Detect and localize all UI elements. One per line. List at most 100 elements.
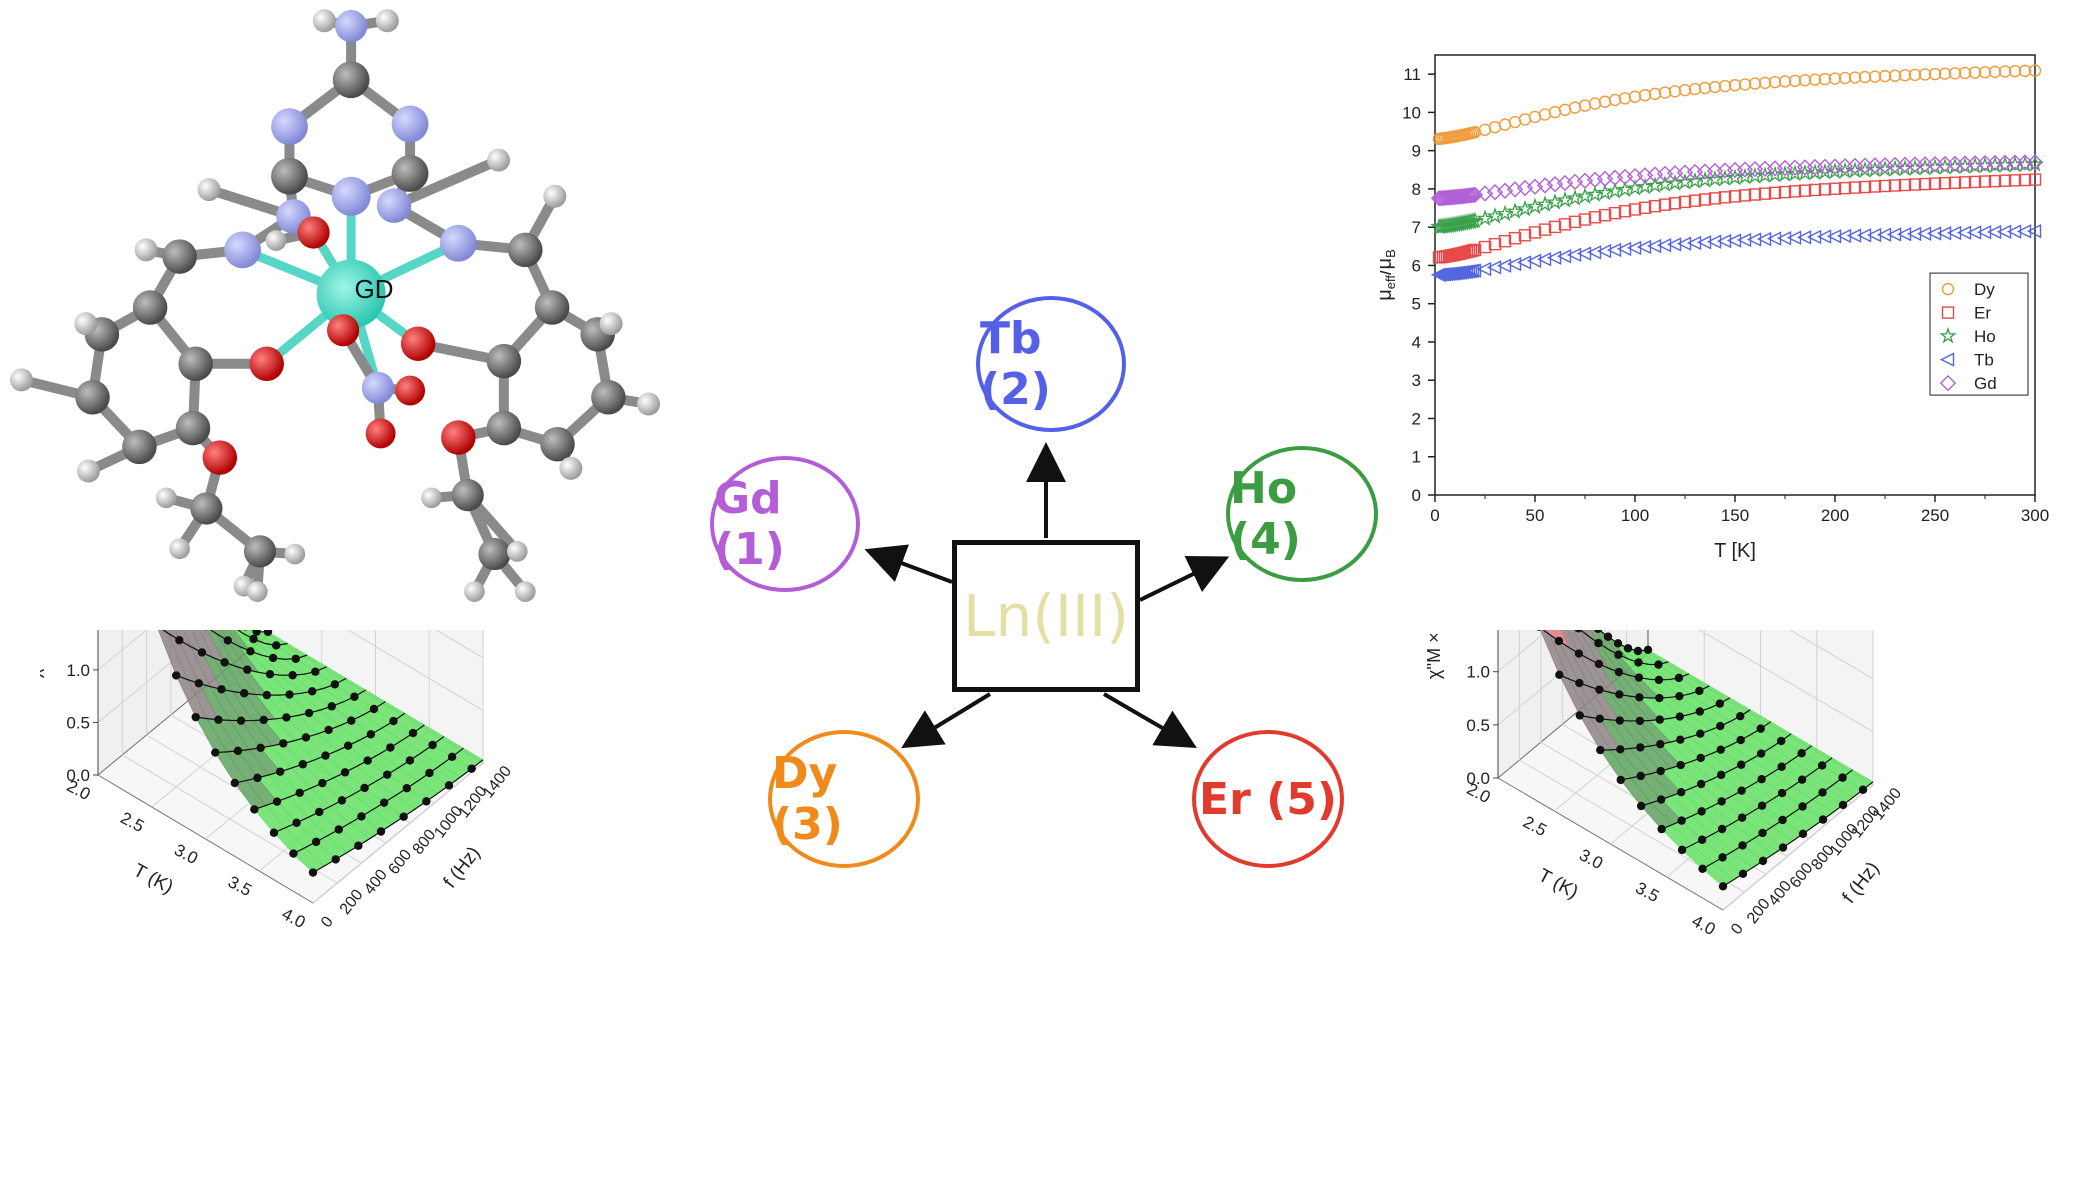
data-point [1458, 187, 1476, 204]
y-tick-label: 10 [1402, 103, 1421, 122]
node-tb: Tb (2) [976, 296, 1126, 432]
data-point [1941, 306, 1955, 319]
data-point [1926, 226, 1942, 241]
data-point [1668, 85, 1682, 98]
data-point [1696, 753, 1705, 763]
data-point [1578, 99, 1592, 112]
grid-line [1497, 630, 1549, 673]
data-point [1958, 176, 1972, 189]
series-gd [1430, 154, 2044, 207]
atom [271, 108, 308, 146]
data-point [1656, 740, 1665, 749]
data-point [1603, 632, 1613, 641]
data-point [1768, 186, 1782, 200]
data-point [1918, 177, 1932, 191]
data-point [376, 827, 386, 836]
data-point [330, 680, 340, 689]
data-point [1466, 211, 1484, 229]
atom [540, 426, 575, 462]
data-point [1574, 649, 1584, 658]
atom [559, 456, 583, 480]
data-point [1686, 171, 1704, 189]
data-point [1616, 775, 1625, 785]
data-point [389, 716, 398, 726]
data-point [1646, 176, 1664, 194]
data-point [1656, 795, 1666, 804]
data-point [1736, 760, 1746, 769]
freq-curve [236, 630, 288, 647]
data-point [1898, 178, 1912, 192]
data-point [1948, 67, 1962, 80]
data-point [298, 760, 308, 769]
freq-curve [1661, 745, 1812, 830]
atom [365, 418, 396, 449]
data-point [1716, 770, 1726, 780]
data-point [1536, 630, 1542, 631]
data-point [191, 712, 200, 722]
data-point [252, 630, 261, 636]
data-point [1586, 171, 1604, 188]
data-point [1718, 191, 1732, 204]
data-point [288, 671, 297, 680]
freq-curve [175, 674, 347, 696]
data-point [1588, 211, 1602, 224]
data-point [1666, 174, 1684, 191]
data-point [343, 741, 353, 750]
node-dy: Dy (3) [768, 730, 920, 868]
data-point [1476, 209, 1494, 227]
data-point [1878, 69, 1892, 83]
atom [265, 230, 287, 251]
data-point [2016, 224, 2032, 239]
data-point [1574, 630, 1583, 633]
data-point [1777, 788, 1787, 798]
data-point [197, 648, 207, 657]
data-point [1798, 829, 1808, 838]
data-point [194, 679, 204, 688]
data-point [1728, 190, 1742, 203]
data-point [1698, 864, 1707, 874]
data-point [246, 647, 255, 656]
z-tick-label: 0.5 [66, 713, 90, 732]
data-point [1778, 75, 1792, 88]
x-axis-label: T (K) [1535, 865, 1582, 903]
atom [591, 380, 626, 415]
data-point [1988, 65, 2002, 79]
data-point [1738, 78, 1752, 91]
data-point [308, 868, 318, 877]
atom [175, 410, 211, 446]
data-point [1736, 711, 1745, 721]
data-lines [162, 630, 484, 877]
data-point [366, 730, 376, 739]
data-point [1988, 174, 2002, 188]
data-point [1668, 197, 1682, 210]
data-point [1593, 630, 1603, 633]
freq-curve [1598, 630, 1649, 652]
data-point [243, 665, 252, 674]
data-point [1575, 711, 1585, 720]
y-tick-label: 1 [1412, 448, 1421, 467]
freq-curve [1559, 674, 1710, 699]
freq-curve [1600, 709, 1751, 751]
data-point [1688, 82, 1702, 96]
grid-line [1722, 784, 1874, 911]
y-tick-label: 4 [1412, 333, 1421, 352]
data-point [1674, 673, 1684, 683]
data-point [1528, 226, 1542, 239]
y-tick-label: 0 [1728, 920, 1747, 938]
data-point [405, 756, 415, 765]
z-tick-label: 1.0 [1466, 663, 1490, 682]
data-point [1695, 686, 1704, 696]
freq-curve [215, 701, 386, 754]
atom [395, 375, 426, 406]
data-point [1468, 243, 1482, 257]
data-point [363, 756, 372, 765]
x-tick-label: 3.5 [225, 872, 255, 900]
data-point [1798, 74, 1812, 87]
atom [543, 184, 567, 208]
data-point [236, 716, 246, 725]
data-point [1648, 199, 1662, 213]
data-point [1528, 110, 1542, 124]
freq-curve [162, 630, 327, 676]
molecule-structure: GD [9, 9, 661, 602]
data-point [217, 685, 226, 694]
